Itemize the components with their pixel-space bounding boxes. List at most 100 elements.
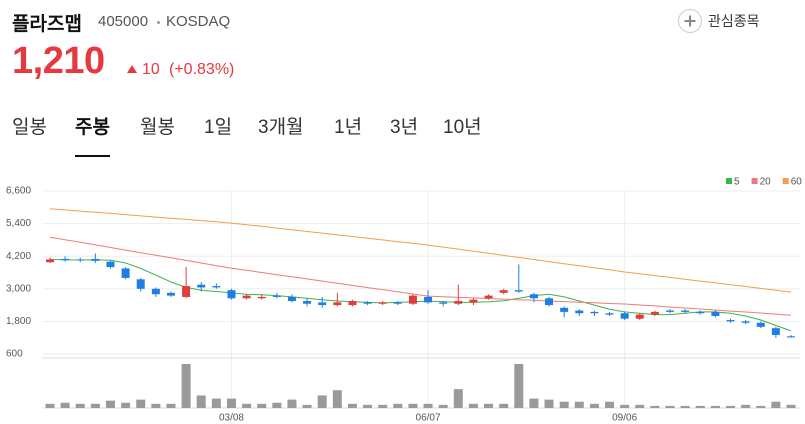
- candle-body: [378, 302, 387, 304]
- candle-body: [545, 298, 554, 306]
- volume-bar: [226, 398, 236, 408]
- volume-bar: [105, 400, 115, 408]
- legend-swatch: [782, 178, 789, 184]
- favorite-label: 관심종목: [708, 13, 760, 29]
- candle-body: [61, 258, 70, 261]
- candle-body: [257, 296, 266, 299]
- y-tick-label: 3,000: [6, 283, 31, 294]
- candle-body: [454, 301, 463, 304]
- volume-bar: [272, 402, 282, 408]
- x-tick-label: 03/08: [219, 413, 244, 424]
- candle-body: [529, 294, 538, 299]
- candle-body: [439, 302, 448, 304]
- change: 10: [142, 61, 160, 78]
- candle-body: [393, 302, 402, 304]
- x-tick-label: 06/07: [416, 413, 441, 424]
- candle-body: [666, 310, 675, 312]
- volume-bar: [605, 401, 615, 408]
- volume-bar: [453, 389, 463, 408]
- candle-body: [227, 290, 236, 299]
- volume-bar: [121, 402, 131, 408]
- candle-body: [303, 301, 312, 304]
- tab[interactable]: 1일: [204, 117, 233, 138]
- candle-body: [711, 311, 720, 316]
- volume-bar: [771, 401, 781, 408]
- y-tick-label: 1,800: [6, 316, 31, 327]
- candle-body: [424, 296, 433, 303]
- volume-bar: [484, 403, 494, 408]
- candle-body: [635, 314, 644, 319]
- candle-body: [91, 258, 100, 261]
- volume-bar: [468, 403, 478, 408]
- y-tick-label: 5,400: [6, 218, 31, 229]
- candle-body: [514, 290, 523, 292]
- volume-bar: [423, 403, 433, 408]
- volume-bar: [559, 401, 569, 408]
- change-pct: (+0.83%): [169, 61, 235, 78]
- volume-bar: [378, 404, 388, 408]
- volume-bar: [408, 403, 418, 408]
- volume-bar: [665, 405, 675, 408]
- candle-body: [106, 261, 115, 268]
- volume-bar: [741, 404, 751, 408]
- candle-body: [771, 328, 780, 335]
- volume-bar: [302, 404, 312, 408]
- candle-body: [333, 302, 342, 306]
- tab[interactable]: 3년: [390, 117, 419, 138]
- candle-body: [620, 313, 629, 319]
- legend-swatch: [751, 178, 758, 184]
- stock-name: 플라즈맵: [12, 14, 82, 35]
- candle-body: [408, 295, 417, 304]
- candle-body: [272, 295, 281, 297]
- volume-bar: [257, 403, 267, 408]
- candle-body: [242, 295, 251, 299]
- tab[interactable]: 1년: [334, 117, 363, 138]
- legend-label: 20: [760, 177, 772, 188]
- volume-bar: [499, 403, 509, 408]
- volume-bar: [196, 395, 206, 408]
- market: KOSDAQ: [166, 13, 231, 30]
- candle-body: [287, 296, 296, 302]
- volume-bar: [589, 403, 599, 408]
- volume-bar: [151, 403, 161, 408]
- volume-bar: [363, 404, 373, 408]
- volume-bar: [635, 404, 645, 408]
- candle-body: [46, 259, 54, 263]
- volume-bar: [166, 403, 176, 408]
- y-tick-label: 4,200: [6, 251, 31, 262]
- volume-bar: [786, 404, 796, 408]
- legend-swatch: [726, 178, 732, 184]
- volume-bar: [695, 405, 705, 408]
- tab[interactable]: 주봉: [75, 117, 110, 138]
- tab[interactable]: 월봉: [140, 117, 175, 138]
- candle-body: [756, 322, 765, 327]
- legend-label: 60: [791, 177, 803, 188]
- volume-bar: [680, 405, 690, 408]
- price: 1,210: [12, 40, 105, 82]
- moving-average: [49, 208, 792, 293]
- legend-label: 5: [734, 177, 740, 188]
- candle-body: [121, 268, 130, 278]
- favorite-button[interactable]: 관심종목: [678, 8, 760, 34]
- volume-bar: [317, 395, 327, 408]
- volume-bar: [726, 405, 736, 408]
- candle-body: [136, 279, 145, 289]
- tab[interactable]: 3개월: [258, 117, 304, 138]
- candle-body: [499, 290, 508, 293]
- candle-body: [605, 313, 614, 315]
- volume-bar: [529, 398, 539, 408]
- separator: [157, 21, 160, 24]
- moving-average: [49, 259, 792, 332]
- moving-average: [49, 236, 792, 316]
- tab[interactable]: 일봉: [12, 117, 47, 138]
- tab[interactable]: 10년: [443, 117, 482, 138]
- volume-bar: [347, 403, 357, 408]
- candle-body: [197, 284, 206, 288]
- tab-underline: [75, 155, 110, 157]
- candle-body: [787, 336, 795, 338]
- candle-body: [590, 311, 599, 314]
- candle-body: [726, 320, 735, 322]
- y-tick-label: 600: [6, 349, 23, 360]
- volume-bar: [650, 405, 660, 408]
